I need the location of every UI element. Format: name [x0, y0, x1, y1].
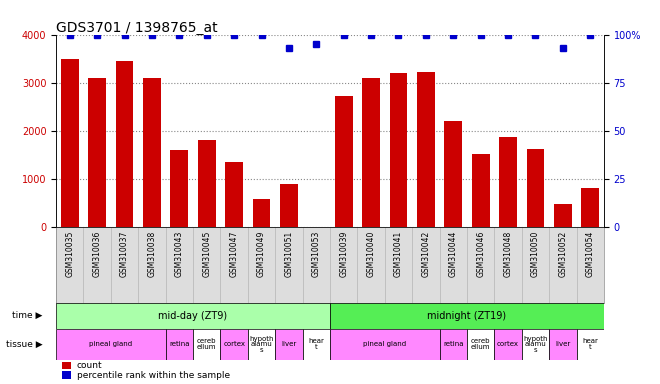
Text: GSM310035: GSM310035	[65, 231, 75, 277]
Bar	[61, 59, 79, 227]
Bar	[554, 204, 572, 227]
Bar	[170, 150, 188, 227]
Text: GSM310051: GSM310051	[284, 231, 294, 277]
Bar	[362, 78, 380, 227]
Text: hypoth
alamu
s: hypoth alamu s	[523, 336, 548, 353]
Bar	[193, 329, 220, 359]
Text: GSM310053: GSM310053	[312, 231, 321, 277]
Text: GSM310040: GSM310040	[366, 231, 376, 277]
Text: GSM310043: GSM310043	[175, 231, 184, 277]
Text: GSM310054: GSM310054	[585, 231, 595, 277]
Text: count: count	[77, 361, 102, 370]
Text: midnight (ZT19): midnight (ZT19)	[428, 311, 506, 321]
Text: hypoth
alamu
s: hypoth alamu s	[249, 336, 274, 353]
Text: cereb
ellum: cereb ellum	[197, 338, 216, 350]
Bar	[198, 141, 216, 227]
Text: GSM310050: GSM310050	[531, 231, 540, 277]
Bar	[302, 329, 330, 359]
Text: GSM310039: GSM310039	[339, 231, 348, 277]
Text: GSM310047: GSM310047	[230, 231, 239, 277]
Text: cortex: cortex	[497, 341, 519, 347]
Bar	[115, 61, 133, 227]
Bar	[440, 329, 467, 359]
Bar	[499, 137, 517, 227]
Bar	[389, 73, 407, 227]
Bar	[61, 362, 71, 369]
Bar	[88, 78, 106, 227]
Text: GSM310036: GSM310036	[92, 231, 102, 277]
Text: tissue ▶: tissue ▶	[6, 339, 42, 349]
Text: liver: liver	[555, 341, 570, 347]
Text: cortex: cortex	[223, 341, 245, 347]
Text: GSM310037: GSM310037	[120, 231, 129, 277]
Bar	[330, 329, 440, 359]
Text: GDS3701 / 1398765_at: GDS3701 / 1398765_at	[56, 21, 218, 35]
Bar	[549, 329, 577, 359]
Bar	[581, 187, 599, 227]
Text: liver: liver	[281, 341, 296, 347]
Bar	[166, 329, 193, 359]
Text: GSM310041: GSM310041	[394, 231, 403, 277]
Bar	[275, 329, 302, 359]
Text: GSM310042: GSM310042	[421, 231, 430, 277]
Text: GSM310052: GSM310052	[558, 231, 568, 277]
Bar	[56, 329, 166, 359]
Bar	[335, 96, 352, 227]
Bar	[444, 121, 462, 227]
Bar	[467, 329, 494, 359]
Bar	[220, 329, 248, 359]
Bar	[143, 78, 161, 227]
Text: cereb
ellum: cereb ellum	[471, 338, 490, 350]
Bar	[494, 329, 521, 359]
Text: GSM310045: GSM310045	[202, 231, 211, 277]
Text: GSM310038: GSM310038	[147, 231, 156, 277]
Text: retina: retina	[169, 341, 189, 347]
Bar	[56, 303, 330, 329]
Bar	[61, 371, 71, 379]
Bar	[330, 303, 604, 329]
Text: GSM310049: GSM310049	[257, 231, 266, 277]
Bar	[417, 72, 435, 227]
Text: GSM310044: GSM310044	[449, 231, 458, 277]
Bar	[527, 149, 544, 227]
Text: percentile rank within the sample: percentile rank within the sample	[77, 371, 230, 380]
Bar	[472, 154, 490, 227]
Text: pineal gland: pineal gland	[89, 341, 133, 347]
Text: time ▶: time ▶	[12, 311, 42, 320]
Text: retina: retina	[443, 341, 463, 347]
Text: mid-day (ZT9): mid-day (ZT9)	[158, 311, 228, 321]
Bar	[280, 184, 298, 227]
Text: pineal gland: pineal gland	[363, 341, 407, 347]
Bar	[253, 199, 271, 227]
Text: GSM310046: GSM310046	[476, 231, 485, 277]
Text: hear
t: hear t	[308, 338, 324, 350]
Bar	[225, 162, 243, 227]
Bar	[248, 329, 275, 359]
Text: GSM310048: GSM310048	[504, 231, 513, 277]
Text: hear
t: hear t	[582, 338, 598, 350]
Bar	[521, 329, 549, 359]
Bar	[577, 329, 604, 359]
